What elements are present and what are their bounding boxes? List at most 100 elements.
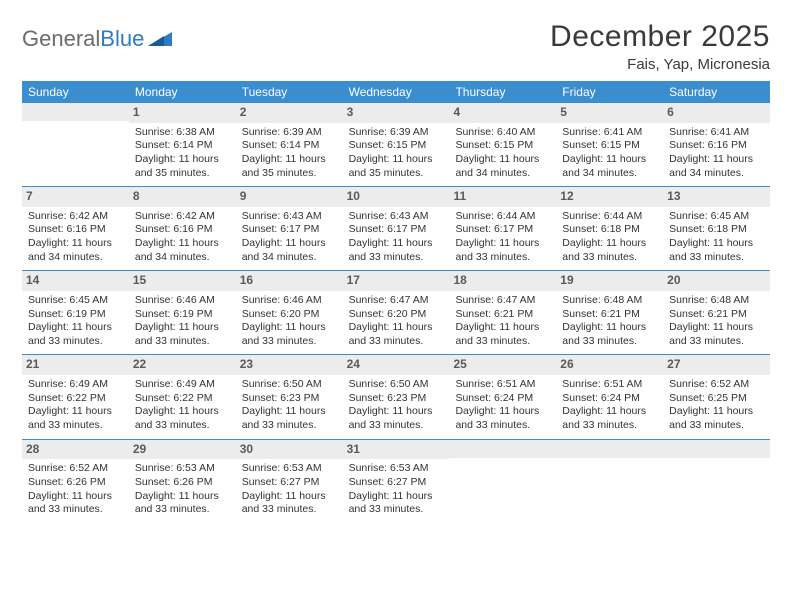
sunrise-line: Sunrise: 6:49 AM [28, 378, 123, 392]
day-cell: 30Sunrise: 6:53 AMSunset: 6:27 PMDayligh… [236, 440, 343, 523]
sunset-line: Sunset: 6:17 PM [242, 223, 337, 237]
sunset-line: Sunset: 6:26 PM [28, 476, 123, 490]
day-number: 30 [236, 440, 343, 460]
day-number: 28 [22, 440, 129, 460]
day-number: 11 [449, 187, 556, 207]
day-number: 12 [556, 187, 663, 207]
day-number: 19 [556, 271, 663, 291]
sunset-line: Sunset: 6:14 PM [242, 139, 337, 153]
sunset-line: Sunset: 6:16 PM [28, 223, 123, 237]
day-number: 22 [129, 355, 236, 375]
day-cell: 19 Sunrise: 6:48 AMSunset: 6:21 PMDayligh… [556, 271, 663, 354]
daylight-line: Daylight: 11 hours and 34 minutes. [28, 237, 123, 264]
dow-cell: Tuesday [236, 81, 343, 103]
sunset-line: Sunset: 6:19 PM [28, 308, 123, 322]
dow-cell: Sunday [22, 81, 129, 103]
sunrise-line: Sunrise: 6:41 AM [669, 126, 764, 140]
logo-triangle-icon [148, 30, 172, 48]
daylight-line: Daylight: 11 hours and 35 minutes. [349, 153, 444, 180]
sunset-line: Sunset: 6:18 PM [562, 223, 657, 237]
sunset-line: Sunset: 6:22 PM [28, 392, 123, 406]
sunset-line: Sunset: 6:15 PM [455, 139, 550, 153]
day-cell: 27Sunrise: 6:52 AMSunset: 6:25 PMDayligh… [663, 355, 770, 438]
sunrise-line: Sunrise: 6:51 AM [455, 378, 550, 392]
dow-cell: Thursday [449, 81, 556, 103]
sunrise-line: Sunrise: 6:46 AM [242, 294, 337, 308]
day-cell: 1Sunrise: 6:38 AMSunset: 6:14 PMDaylight… [129, 103, 236, 186]
day-cell: 26Sunrise: 6:51 AMSunset: 6:24 PMDayligh… [556, 355, 663, 438]
daylight-line: Daylight: 11 hours and 35 minutes. [135, 153, 230, 180]
day-cell: 31Sunrise: 6:53 AMSunset: 6:27 PMDayligh… [343, 440, 450, 523]
day-cell [556, 440, 663, 523]
sunset-line: Sunset: 6:16 PM [669, 139, 764, 153]
daylight-line: Daylight: 11 hours and 33 minutes. [562, 321, 657, 348]
sunrise-line: Sunrise: 6:48 AM [562, 294, 657, 308]
day-cell: 13Sunrise: 6:45 AMSunset: 6:18 PMDayligh… [663, 187, 770, 270]
dow-cell: Monday [129, 81, 236, 103]
day-cell [22, 103, 129, 186]
sunrise-line: Sunrise: 6:43 AM [349, 210, 444, 224]
day-number: 23 [236, 355, 343, 375]
sunset-line: Sunset: 6:17 PM [349, 223, 444, 237]
logo: GeneralBlue [22, 20, 172, 52]
daylight-line: Daylight: 11 hours and 34 minutes. [242, 237, 337, 264]
week-row: 14Sunrise: 6:45 AMSunset: 6:19 PMDayligh… [22, 271, 770, 355]
day-number [663, 440, 770, 458]
sunrise-line: Sunrise: 6:49 AM [135, 378, 230, 392]
sunset-line: Sunset: 6:21 PM [562, 308, 657, 322]
day-cell [449, 440, 556, 523]
day-number: 10 [343, 187, 450, 207]
sunrise-line: Sunrise: 6:52 AM [28, 462, 123, 476]
day-number: 27 [663, 355, 770, 375]
sunrise-line: Sunrise: 6:44 AM [562, 210, 657, 224]
sunrise-line: Sunrise: 6:41 AM [562, 126, 657, 140]
day-cell: 4Sunrise: 6:40 AMSunset: 6:15 PMDaylight… [449, 103, 556, 186]
sunrise-line: Sunrise: 6:38 AM [135, 126, 230, 140]
week-row: 7Sunrise: 6:42 AMSunset: 6:16 PMDaylight… [22, 187, 770, 271]
sunrise-line: Sunrise: 6:48 AM [669, 294, 764, 308]
day-number: 7 [22, 187, 129, 207]
day-cell: 16Sunrise: 6:46 AMSunset: 6:20 PMDayligh… [236, 271, 343, 354]
sunset-line: Sunset: 6:15 PM [349, 139, 444, 153]
day-number: 1 [129, 103, 236, 123]
daylight-line: Daylight: 11 hours and 33 minutes. [562, 405, 657, 432]
dow-cell: Wednesday [343, 81, 450, 103]
sunset-line: Sunset: 6:20 PM [349, 308, 444, 322]
day-cell: 14Sunrise: 6:45 AMSunset: 6:19 PMDayligh… [22, 271, 129, 354]
day-number: 9 [236, 187, 343, 207]
sunset-line: Sunset: 6:20 PM [242, 308, 337, 322]
day-number: 31 [343, 440, 450, 460]
location: Fais, Yap, Micronesia [550, 56, 770, 73]
day-cell: 20Sunrise: 6:48 AMSunset: 6:21 PMDayligh… [663, 271, 770, 354]
day-cell: 29Sunrise: 6:53 AMSunset: 6:26 PMDayligh… [129, 440, 236, 523]
daylight-line: Daylight: 11 hours and 34 minutes. [455, 153, 550, 180]
day-number: 21 [22, 355, 129, 375]
sunset-line: Sunset: 6:18 PM [669, 223, 764, 237]
sunrise-line: Sunrise: 6:53 AM [349, 462, 444, 476]
daylight-line: Daylight: 11 hours and 33 minutes. [669, 321, 764, 348]
day-cell: 2Sunrise: 6:39 AMSunset: 6:14 PMDaylight… [236, 103, 343, 186]
sunrise-line: Sunrise: 6:42 AM [28, 210, 123, 224]
day-of-week-header: SundayMondayTuesdayWednesdayThursdayFrid… [22, 81, 770, 103]
sunrise-line: Sunrise: 6:51 AM [562, 378, 657, 392]
day-number: 20 [663, 271, 770, 291]
day-cell: 23Sunrise: 6:50 AMSunset: 6:23 PMDayligh… [236, 355, 343, 438]
daylight-line: Daylight: 11 hours and 34 minutes. [669, 153, 764, 180]
day-cell: 7 Sunrise: 6:42 AMSunset: 6:16 PMDaylight… [22, 187, 129, 270]
day-cell: 25Sunrise: 6:51 AMSunset: 6:24 PMDayligh… [449, 355, 556, 438]
dow-cell: Saturday [663, 81, 770, 103]
sunset-line: Sunset: 6:24 PM [562, 392, 657, 406]
daylight-line: Daylight: 11 hours and 35 minutes. [242, 153, 337, 180]
logo-text-general: General [22, 26, 100, 52]
sunrise-line: Sunrise: 6:45 AM [28, 294, 123, 308]
sunrise-line: Sunrise: 6:42 AM [135, 210, 230, 224]
sunrise-line: Sunrise: 6:47 AM [349, 294, 444, 308]
weeks-container: 1Sunrise: 6:38 AMSunset: 6:14 PMDaylight… [22, 103, 770, 523]
day-cell: 9Sunrise: 6:43 AMSunset: 6:17 PMDaylight… [236, 187, 343, 270]
daylight-line: Daylight: 11 hours and 33 minutes. [349, 405, 444, 432]
sunset-line: Sunset: 6:27 PM [242, 476, 337, 490]
day-number: 3 [343, 103, 450, 123]
sunset-line: Sunset: 6:25 PM [669, 392, 764, 406]
day-cell: 11Sunrise: 6:44 AMSunset: 6:17 PMDayligh… [449, 187, 556, 270]
day-cell: 10Sunrise: 6:43 AMSunset: 6:17 PMDayligh… [343, 187, 450, 270]
